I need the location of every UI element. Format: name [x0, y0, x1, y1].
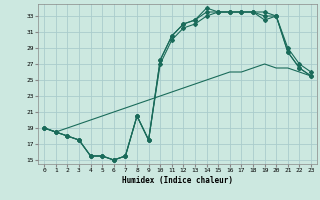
X-axis label: Humidex (Indice chaleur): Humidex (Indice chaleur)	[122, 176, 233, 185]
